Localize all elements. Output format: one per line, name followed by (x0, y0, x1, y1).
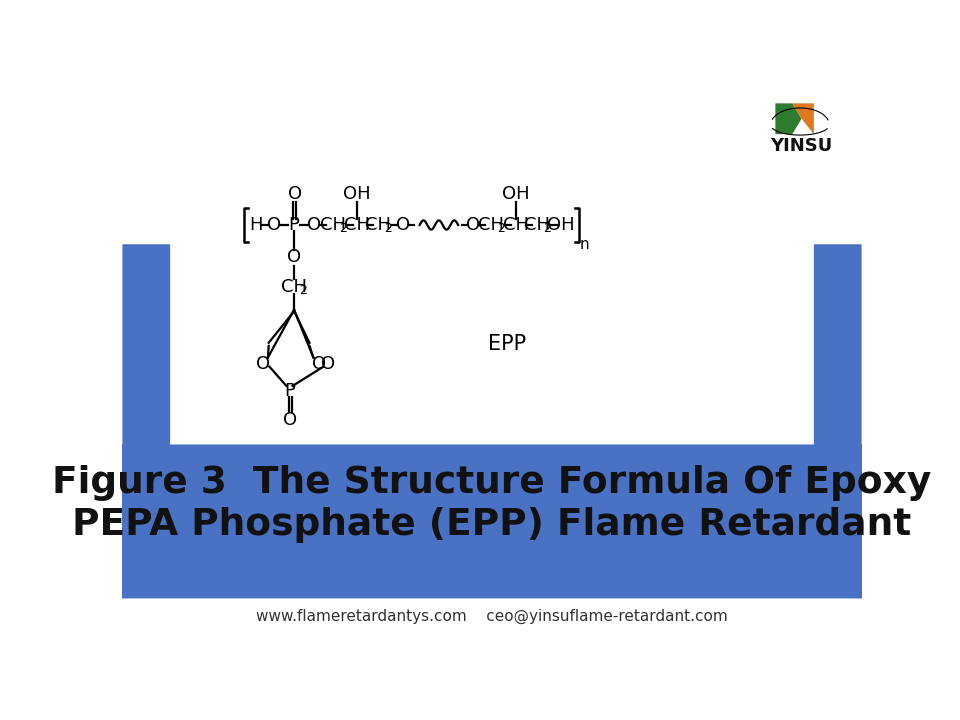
FancyBboxPatch shape (123, 244, 170, 449)
Text: YINSU: YINSU (771, 138, 832, 156)
Text: O: O (307, 216, 322, 234)
Text: PEPA Phosphate (EPP) Flame Retardant: PEPA Phosphate (EPP) Flame Retardant (72, 508, 912, 544)
Text: OH: OH (344, 185, 372, 203)
Text: O: O (396, 216, 410, 234)
Text: 2: 2 (384, 222, 392, 235)
Polygon shape (776, 104, 802, 134)
Text: O: O (312, 354, 325, 373)
Text: O: O (287, 248, 301, 266)
Text: 2: 2 (339, 222, 347, 235)
Text: O: O (267, 216, 281, 234)
Text: CH: CH (503, 216, 529, 234)
Text: EPP: EPP (489, 334, 526, 354)
Text: CH: CH (523, 216, 550, 234)
Text: P: P (289, 216, 300, 234)
Text: 2: 2 (542, 222, 551, 235)
Text: H: H (249, 216, 262, 234)
Text: n: n (580, 237, 589, 252)
Text: OH: OH (547, 216, 575, 234)
Text: CH: CH (345, 216, 371, 234)
FancyBboxPatch shape (814, 244, 861, 449)
FancyBboxPatch shape (118, 444, 866, 598)
Text: CH: CH (320, 216, 346, 234)
Text: O: O (283, 411, 298, 429)
Text: CH: CH (478, 216, 504, 234)
Text: O: O (321, 354, 335, 373)
Text: O: O (256, 354, 271, 373)
Polygon shape (792, 104, 814, 134)
Text: 2: 2 (300, 284, 307, 297)
Text: CH: CH (365, 216, 391, 234)
Text: CH: CH (281, 278, 307, 296)
Text: 2: 2 (497, 222, 505, 235)
Text: OH: OH (502, 185, 530, 203)
Text: P: P (284, 382, 295, 400)
Text: O: O (466, 216, 480, 234)
Text: www.flameretardantys.com    ceo@yinsuflame-retardant.com: www.flameretardantys.com ceo@yinsuflame-… (256, 608, 728, 624)
Text: Figure 3  The Structure Formula Of Epoxy: Figure 3 The Structure Formula Of Epoxy (52, 465, 932, 501)
Text: O: O (288, 185, 302, 203)
